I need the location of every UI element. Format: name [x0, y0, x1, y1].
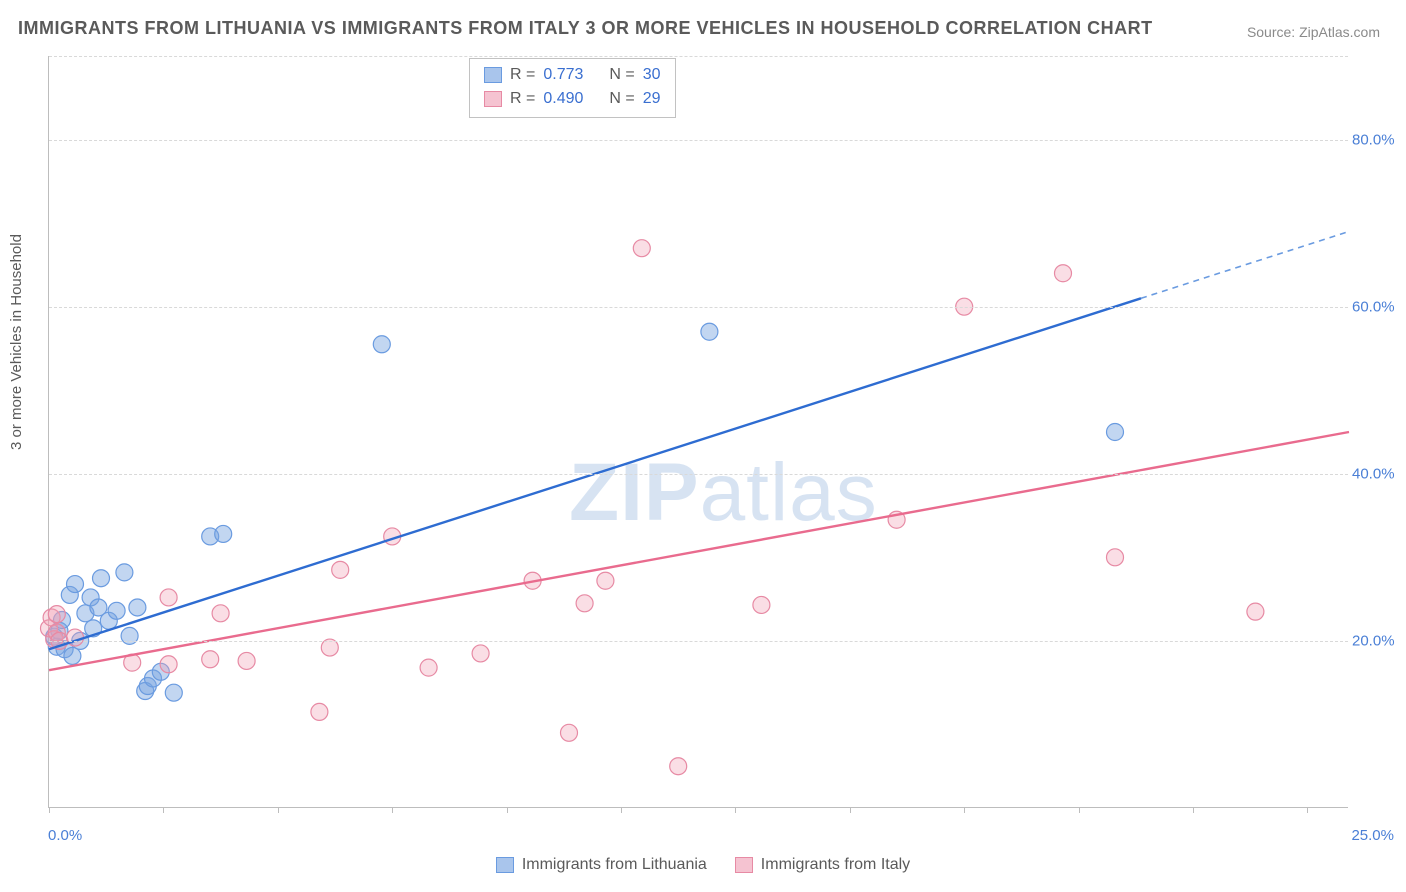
- x-tick: [278, 807, 279, 813]
- chart-svg: [49, 56, 1348, 807]
- x-tick: [1307, 807, 1308, 813]
- x-tick: [392, 807, 393, 813]
- x-tick: [1193, 807, 1194, 813]
- source-link[interactable]: ZipAtlas.com: [1299, 24, 1380, 40]
- x-tick: [163, 807, 164, 813]
- legend-label: Immigrants from Italy: [761, 856, 910, 874]
- gridline: [49, 56, 1348, 57]
- gridline: [49, 641, 1348, 642]
- chart-title: IMMIGRANTS FROM LITHUANIA VS IMMIGRANTS …: [18, 18, 1153, 39]
- legend-label: Immigrants from Lithuania: [522, 856, 707, 874]
- swatch-italy: [735, 857, 753, 873]
- x-axis-min-label: 0.0%: [48, 827, 82, 844]
- gridline: [49, 140, 1348, 141]
- swatch-lithuania: [496, 857, 514, 873]
- gridline: [49, 307, 1348, 308]
- gridline: [49, 474, 1348, 475]
- x-tick: [964, 807, 965, 813]
- source-attribution: Source: ZipAtlas.com: [1247, 24, 1380, 40]
- y-tick-label: 60.0%: [1352, 298, 1398, 315]
- x-tick: [49, 807, 50, 813]
- x-tick: [850, 807, 851, 813]
- x-tick: [507, 807, 508, 813]
- source-prefix: Source:: [1247, 24, 1299, 40]
- y-tick-label: 80.0%: [1352, 131, 1398, 148]
- y-tick-label: 40.0%: [1352, 465, 1398, 482]
- x-tick: [735, 807, 736, 813]
- legend-item-italy: Immigrants from Italy: [735, 856, 910, 874]
- y-axis-label: 3 or more Vehicles in Household: [8, 234, 25, 450]
- legend-item-lithuania: Immigrants from Lithuania: [496, 856, 707, 874]
- x-tick: [1079, 807, 1080, 813]
- x-axis-max-label: 25.0%: [1351, 827, 1394, 844]
- y-tick-label: 20.0%: [1352, 632, 1398, 649]
- bottom-legend: Immigrants from Lithuania Immigrants fro…: [0, 856, 1406, 874]
- plot-area: ZIPatlas R = 0.773 N = 30 R = 0.490 N = …: [48, 56, 1348, 808]
- x-tick: [621, 807, 622, 813]
